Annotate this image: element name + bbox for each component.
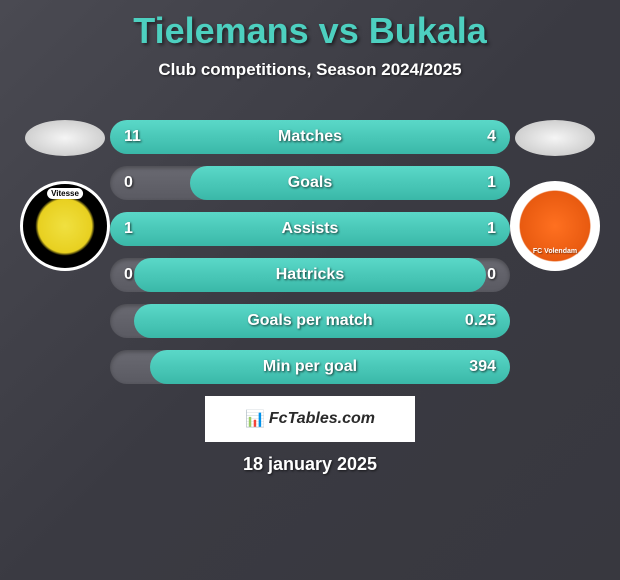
stat-value-right: 4 (487, 120, 496, 154)
left-team-badge-label: Vitesse (47, 188, 83, 199)
stat-value-right: 394 (469, 350, 496, 384)
stat-value-right: 0 (487, 258, 496, 292)
stat-row: 1Assists1 (110, 212, 510, 246)
stat-label: Hattricks (110, 258, 510, 292)
stat-value-right: 0.25 (465, 304, 496, 338)
chart-icon: 📊 (245, 409, 265, 429)
right-player-column: FC Volendam (510, 120, 600, 271)
stat-label: Goals (110, 166, 510, 200)
stat-label: Matches (110, 120, 510, 154)
right-player-avatar-placeholder (515, 120, 595, 156)
stat-row: Goals per match0.25 (110, 304, 510, 338)
right-team-badge: FC Volendam (510, 181, 600, 271)
stat-row: 11Matches4 (110, 120, 510, 154)
right-team-badge-label: FC Volendam (533, 248, 577, 255)
stat-label: Goals per match (110, 304, 510, 338)
stat-row: Min per goal394 (110, 350, 510, 384)
stat-value-right: 1 (487, 212, 496, 246)
stat-value-right: 1 (487, 166, 496, 200)
footer-brand-box: 📊 FcTables.com (205, 396, 415, 442)
left-team-badge: Vitesse (20, 181, 110, 271)
stat-label: Min per goal (110, 350, 510, 384)
left-player-avatar-placeholder (25, 120, 105, 156)
stats-bars-container: 11Matches40Goals11Assists10Hattricks0Goa… (110, 120, 510, 396)
page-subtitle: Club competitions, Season 2024/2025 (0, 60, 620, 80)
date-text: 18 january 2025 (243, 454, 377, 475)
stat-row: 0Goals1 (110, 166, 510, 200)
footer-brand-text: FcTables.com (269, 410, 375, 428)
left-player-column: Vitesse (20, 120, 110, 271)
stat-row: 0Hattricks0 (110, 258, 510, 292)
stat-label: Assists (110, 212, 510, 246)
page-title: Tielemans vs Bukala (0, 0, 620, 52)
